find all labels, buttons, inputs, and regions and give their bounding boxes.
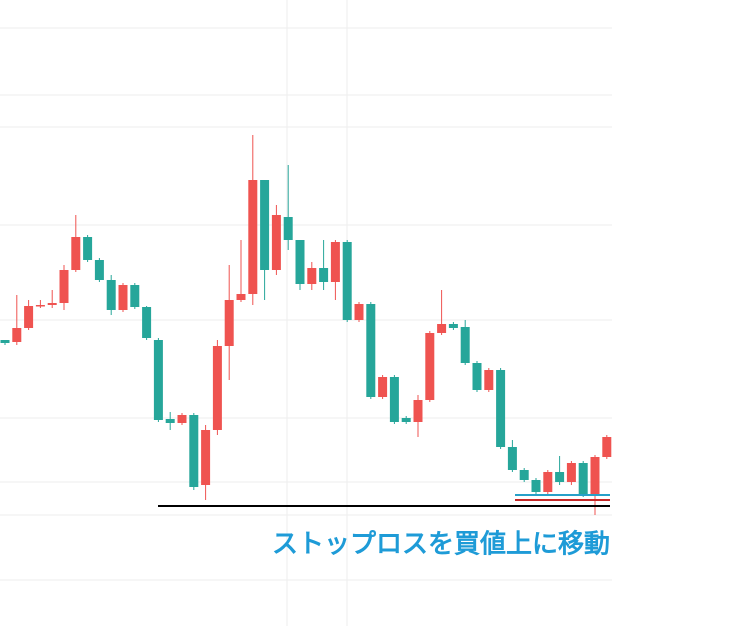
candle-body: [507, 447, 517, 470]
candle-body: [472, 363, 482, 390]
candle-body: [602, 437, 612, 457]
candle-body: [425, 333, 435, 400]
candle-body: [484, 370, 494, 390]
annotation: ストップロスを買値上に移動: [272, 530, 610, 560]
candle-body: [71, 237, 81, 270]
candle-body: [566, 463, 576, 482]
candle-body: [201, 430, 211, 485]
candle-body: [319, 268, 329, 282]
candle-body: [59, 270, 69, 303]
candle-body: [236, 294, 246, 300]
candle-body: [496, 370, 506, 447]
candle-body: [590, 457, 600, 495]
candle-body: [212, 346, 222, 430]
levels: [158, 494, 610, 507]
candle-body: [578, 463, 588, 495]
candle-body: [519, 470, 529, 480]
candle-body: [401, 418, 411, 422]
candles: [0, 135, 612, 515]
candle-body: [342, 242, 352, 320]
candle-body: [531, 480, 541, 492]
candle-body: [177, 415, 187, 423]
candle-body: [35, 305, 45, 307]
candle-body: [83, 237, 93, 260]
candle-body: [271, 215, 281, 270]
candle-body: [389, 377, 399, 422]
candle-body: [555, 472, 565, 482]
candle-body: [283, 217, 293, 240]
candle-body: [224, 300, 234, 346]
candle-body: [12, 328, 22, 342]
candle-body: [413, 400, 423, 422]
candle-body: [189, 415, 199, 487]
candle-body: [295, 240, 305, 284]
candle-body: [437, 324, 447, 333]
candle-body: [260, 180, 270, 270]
candle-body: [543, 472, 553, 492]
candle-body: [330, 242, 340, 282]
candle-body: [153, 340, 163, 420]
candle-body: [366, 304, 376, 397]
candle-body: [248, 180, 258, 294]
candle-body: [47, 303, 57, 305]
candle-body: [165, 419, 175, 423]
candle-body: [94, 260, 104, 280]
candle-body: [106, 280, 116, 310]
candle-body: [460, 327, 470, 363]
candle-body: [307, 268, 317, 284]
candle-body: [354, 304, 364, 320]
candle-body: [448, 324, 458, 328]
grid: [0, 27, 612, 581]
candle-body: [0, 340, 10, 343]
candle-body: [142, 307, 152, 338]
candle-body: [130, 285, 140, 307]
candle-body: [24, 306, 34, 328]
candle-body: [378, 377, 388, 397]
candle-body: [118, 285, 128, 310]
